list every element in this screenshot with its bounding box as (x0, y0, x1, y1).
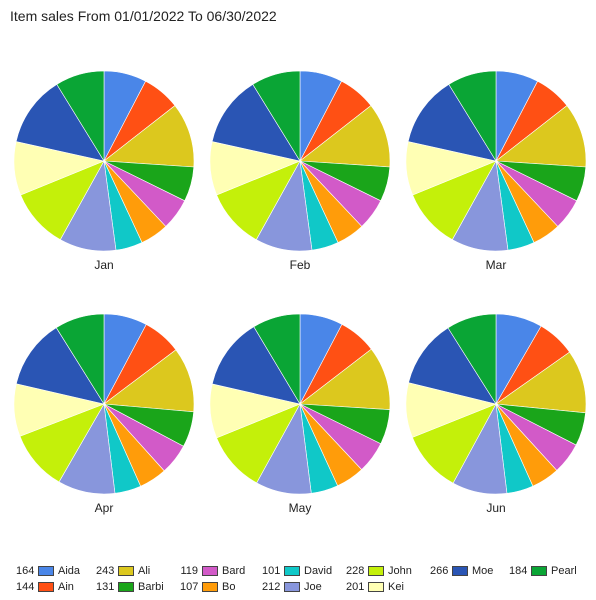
slice-apr-ali (103, 349, 195, 413)
legend-swatch (368, 582, 384, 592)
legend-swatch (202, 582, 218, 592)
slice-jun-pearl (447, 313, 497, 406)
slice-apr-moe (15, 327, 105, 405)
legend-swatch (284, 582, 300, 592)
legend-name: Pearl (551, 565, 577, 577)
legend-total: 266 (430, 565, 449, 577)
slice-jan-pearl (56, 70, 105, 163)
legend-item-john: 228 John (346, 564, 412, 578)
legend: 164 Aida 144 Ain 243 Ali 131 Barbi 119 Bard 107 Bo 1… (0, 560, 596, 600)
slice-jun-ali (495, 351, 587, 414)
pie-label-jun: Jun (486, 501, 505, 515)
legend-item-joe: 212 Joe (262, 580, 322, 594)
legend-item-pearl: 184 Pearl (509, 564, 577, 578)
legend-item-ali: 243 Ali (96, 564, 150, 578)
legend-item-david: 101 David (262, 564, 332, 578)
slice-feb-pearl (252, 70, 301, 163)
legend-name: John (388, 565, 412, 577)
legend-name: Joe (304, 581, 322, 593)
legend-item-bo: 107 Bo (180, 580, 235, 594)
pie-jan (13, 70, 195, 252)
slice-feb-moe (211, 83, 301, 162)
pie-label-feb: Feb (290, 258, 311, 272)
slice-jun-moe (408, 327, 497, 405)
legend-name: Bard (222, 565, 246, 577)
legend-total: 144 (16, 581, 35, 593)
legend-swatch (38, 566, 54, 576)
legend-name: Ali (138, 565, 151, 577)
legend-item-kei: 201 Kei (346, 580, 404, 594)
slice-may-ali (299, 348, 391, 410)
slice-may-pearl (253, 313, 301, 406)
slice-feb-ali (299, 105, 391, 168)
legend-item-bard: 119 Bard (180, 564, 245, 578)
legend-total: 212 (262, 581, 281, 593)
pie-label-jan: Jan (94, 258, 113, 272)
pie-label-mar: Mar (486, 258, 507, 272)
legend-name: Moe (472, 565, 494, 577)
legend-swatch (202, 566, 218, 576)
legend-name: Kei (388, 581, 404, 593)
slice-jan-ali (103, 105, 195, 168)
legend-name: David (304, 565, 333, 577)
chart-title: Item sales From 01/01/2022 To 06/30/2022 (10, 8, 277, 24)
pie-mar (405, 70, 587, 252)
legend-total: 201 (346, 581, 365, 593)
pie-may (209, 313, 391, 495)
legend-name: Ain (58, 581, 74, 593)
legend-total: 184 (509, 565, 528, 577)
legend-total: 101 (262, 565, 281, 577)
slice-mar-ali (495, 105, 587, 168)
pie-label-may: May (289, 501, 312, 515)
pie-feb (209, 70, 391, 252)
legend-item-moe: 266 Moe (430, 564, 493, 578)
pie-label-apr: Apr (95, 501, 114, 515)
slice-jan-moe (15, 83, 105, 162)
legend-swatch (118, 566, 134, 576)
legend-total: 164 (16, 565, 35, 577)
legend-swatch (452, 566, 468, 576)
slice-apr-pearl (55, 313, 105, 406)
legend-total: 131 (96, 581, 115, 593)
legend-swatch (38, 582, 54, 592)
legend-swatch (368, 566, 384, 576)
legend-item-aida: 164 Aida (16, 564, 80, 578)
legend-total: 107 (180, 581, 199, 593)
pie-charts: Jan Feb Mar Apr May Jun (13, 70, 587, 515)
slice-mar-moe (407, 83, 497, 162)
legend-total: 243 (96, 565, 115, 577)
legend-swatch (284, 566, 300, 576)
legend-swatch (531, 566, 547, 576)
legend-name: Bo (222, 581, 236, 593)
slice-mar-pearl (448, 70, 497, 163)
legend-total: 228 (346, 565, 365, 577)
legend-total: 119 (180, 565, 198, 577)
pie-apr (13, 313, 195, 495)
pie-jun (405, 313, 587, 495)
legend-swatch (118, 582, 134, 592)
legend-name: Aida (58, 565, 81, 577)
legend-item-barbi: 131 Barbi (96, 580, 164, 594)
slice-may-moe (211, 326, 301, 405)
legend-item-ain: 144 Ain (16, 580, 74, 594)
legend-name: Barbi (138, 581, 164, 593)
